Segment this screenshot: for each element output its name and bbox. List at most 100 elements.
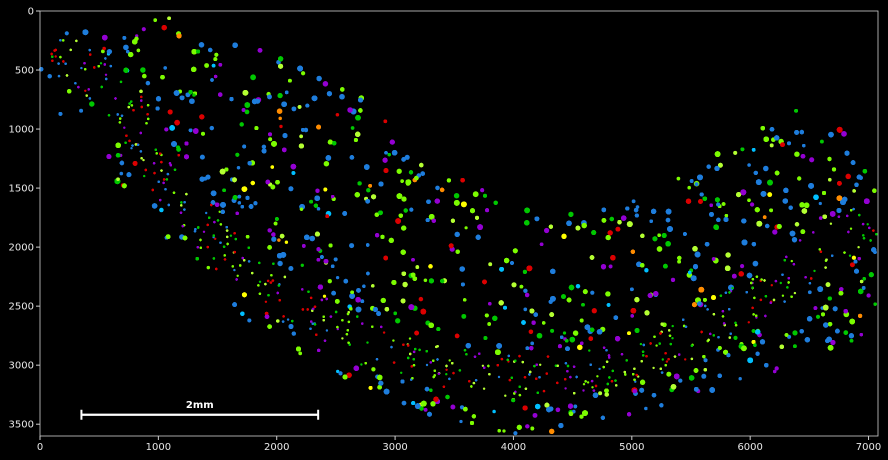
cell-point [642, 354, 645, 357]
cell-point [346, 372, 352, 378]
cell-point [831, 167, 837, 172]
cell-point [554, 364, 558, 367]
cell-point [872, 229, 875, 232]
cell-point [273, 221, 278, 226]
cell-point [346, 312, 350, 316]
cell-point [702, 354, 706, 359]
cell-point [649, 219, 653, 223]
cell-point [226, 235, 229, 239]
cell-point [610, 380, 614, 383]
cell-point [668, 329, 671, 332]
cell-point [630, 287, 634, 292]
cell-point [104, 73, 108, 77]
cell-point [516, 424, 522, 430]
cell-point [50, 52, 53, 56]
cell-point [214, 52, 219, 57]
cell-point [751, 340, 756, 344]
cell-point [267, 245, 272, 250]
cell-point [237, 194, 242, 199]
cell-point [245, 195, 250, 200]
cell-point [492, 409, 496, 414]
cell-point [539, 363, 542, 366]
cell-point [661, 358, 664, 361]
cell-point [709, 332, 712, 336]
cell-point [135, 34, 139, 38]
cell-point [791, 237, 798, 243]
cell-point [233, 232, 236, 235]
cell-point [258, 292, 262, 295]
cell-point [532, 412, 538, 418]
cell-point [152, 162, 156, 165]
cell-point [670, 277, 676, 282]
cell-point [848, 333, 854, 339]
cell-point [335, 113, 340, 117]
cell-point [298, 143, 304, 149]
cell-point [210, 78, 214, 82]
cell-point [219, 168, 226, 175]
cell-point [267, 94, 272, 100]
cell-point [598, 391, 603, 396]
cell-point [310, 320, 313, 323]
cell-point [195, 257, 199, 261]
cell-point [605, 360, 609, 363]
cell-point [564, 378, 567, 381]
cell-point [247, 161, 252, 166]
cell-point [450, 404, 456, 410]
cell-point [210, 190, 217, 197]
cell-point [331, 290, 336, 296]
cell-point [136, 48, 141, 53]
cell-point [511, 282, 517, 288]
cell-point [682, 324, 686, 328]
cell-point [212, 234, 215, 237]
cell-point [435, 185, 440, 191]
cell-point [808, 282, 812, 285]
cell-point [835, 328, 840, 334]
cell-point [483, 366, 486, 369]
cell-point [506, 358, 509, 362]
cell-point [401, 271, 407, 276]
cell-point [522, 405, 528, 411]
cell-point [869, 239, 872, 242]
cell-point [741, 345, 747, 352]
cell-point [608, 376, 611, 379]
cell-point [420, 171, 425, 176]
cell-point [753, 170, 758, 175]
cell-point [208, 47, 213, 53]
cell-point [309, 199, 313, 204]
cell-point [53, 49, 56, 52]
cell-point [97, 65, 100, 68]
cell-point [724, 265, 731, 272]
cell-point [572, 365, 576, 368]
cell-point [65, 74, 69, 77]
cell-point [391, 279, 397, 286]
cell-point [608, 264, 613, 269]
cell-point [205, 174, 211, 180]
cell-point [857, 257, 861, 261]
cell-point [799, 329, 804, 334]
cell-point [107, 114, 111, 117]
cell-point [233, 250, 236, 254]
cell-point [665, 360, 669, 363]
cell-point [561, 233, 567, 239]
cell-point [655, 344, 658, 347]
cell-point [213, 57, 218, 61]
cell-point [819, 250, 823, 253]
cell-point [453, 200, 460, 206]
cell-point [787, 334, 792, 339]
cell-point [223, 254, 226, 257]
cell-point [454, 333, 460, 339]
cell-point [288, 186, 294, 192]
cell-point [614, 379, 617, 382]
cell-point [729, 332, 732, 335]
cell-point [723, 349, 729, 355]
cell-point [139, 150, 143, 153]
cell-point [539, 242, 544, 247]
cell-point [270, 165, 274, 169]
cell-point [383, 388, 390, 395]
cell-point [767, 192, 773, 198]
cell-point [77, 85, 80, 89]
cell-point [774, 170, 780, 176]
cell-point [568, 211, 574, 217]
cell-point [676, 176, 681, 181]
cell-point [219, 241, 222, 244]
